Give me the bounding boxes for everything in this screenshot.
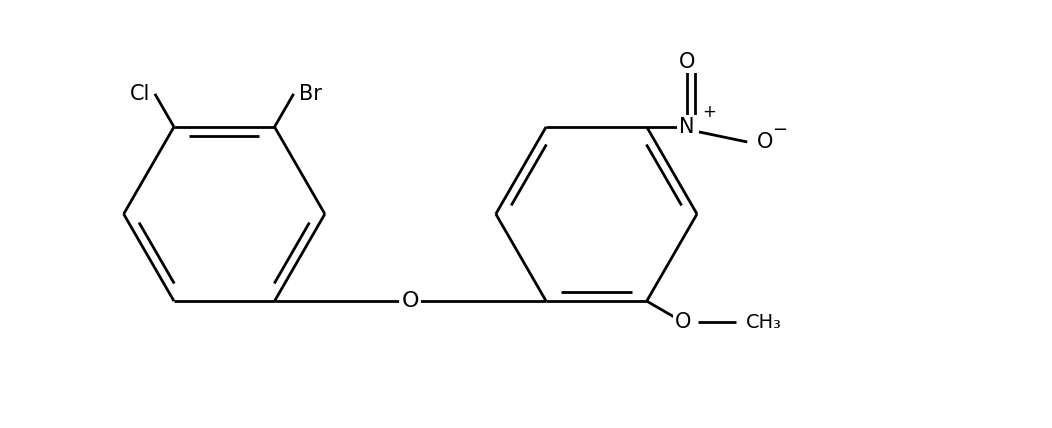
Text: CH₃: CH₃ xyxy=(746,313,782,332)
Text: Cl: Cl xyxy=(129,84,149,104)
Text: +: + xyxy=(702,103,716,121)
Text: O: O xyxy=(675,312,691,332)
Text: O: O xyxy=(679,51,695,71)
Text: Br: Br xyxy=(299,84,322,104)
Text: O: O xyxy=(757,132,773,152)
Text: −: − xyxy=(772,121,787,139)
Text: O: O xyxy=(402,291,419,311)
Text: N: N xyxy=(680,117,694,137)
